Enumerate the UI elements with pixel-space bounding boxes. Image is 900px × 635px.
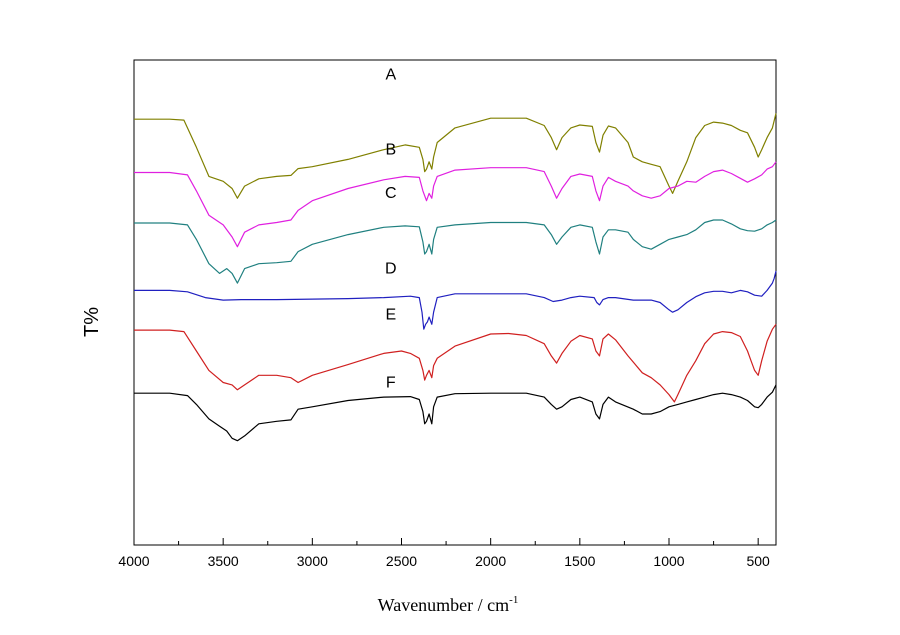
x-tick-label: 4000: [118, 553, 149, 569]
x-axis-label: Wavenumber / cm-1: [378, 594, 519, 615]
series-line-a: [134, 113, 777, 199]
series-line-b: [134, 161, 777, 248]
series-line-f: [134, 384, 777, 442]
series-label-c: C: [385, 185, 397, 202]
x-tick-label: 2000: [475, 553, 506, 569]
plot-frame: [133, 59, 777, 546]
x-tick-label: 3000: [297, 553, 328, 569]
series-label-b: B: [385, 142, 396, 159]
series-label-f: F: [386, 374, 396, 391]
x-axis-label-text: Wavenumber / cm: [378, 595, 510, 615]
series-layer: [134, 113, 777, 442]
plot-border: [133, 59, 777, 546]
x-axis-ticks: 4000 3500 3000 2500 2000 1500 1000 500: [118, 538, 770, 569]
x-tick-label: 1500: [564, 553, 595, 569]
series-line-e: [134, 323, 777, 403]
x-tick-label: 500: [746, 553, 770, 569]
series-line-d: [134, 270, 777, 330]
series-label-a: A: [385, 66, 396, 83]
x-axis-label-superscript: -1: [509, 594, 518, 606]
series-label-d: D: [385, 260, 397, 277]
series-label-layer: A B C D E F: [385, 66, 397, 391]
series-label-e: E: [385, 306, 396, 323]
y-axis-label: T%: [81, 307, 103, 337]
series-line-c: [134, 219, 777, 284]
x-tick-label: 3500: [208, 553, 239, 569]
x-tick-label: 2500: [386, 553, 417, 569]
x-tick-label: 1000: [653, 553, 684, 569]
